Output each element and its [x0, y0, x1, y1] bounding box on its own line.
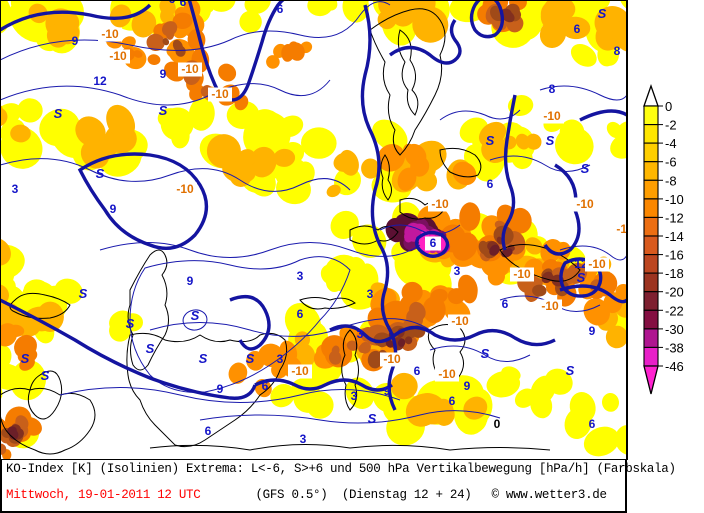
svg-text:S: S — [368, 411, 377, 426]
svg-text:-16: -16 — [665, 248, 684, 263]
svg-text:-10: -10 — [291, 364, 309, 378]
svg-text:-10: -10 — [541, 299, 559, 313]
svg-text:3: 3 — [277, 352, 284, 366]
svg-text:-10: -10 — [588, 257, 606, 271]
svg-text:8: 8 — [614, 44, 621, 58]
svg-text:-14: -14 — [665, 229, 684, 244]
svg-text:S: S — [79, 286, 88, 301]
svg-text:S: S — [199, 351, 208, 366]
svg-text:3: 3 — [454, 264, 461, 278]
svg-text:-10: -10 — [513, 267, 531, 281]
svg-text:6: 6 — [414, 364, 421, 378]
svg-text:9: 9 — [464, 379, 471, 393]
svg-text:9: 9 — [110, 202, 117, 216]
svg-text:-10: -10 — [211, 87, 229, 101]
svg-text:S: S — [581, 161, 590, 176]
svg-text:S: S — [126, 316, 135, 331]
svg-text:-10: -10 — [451, 314, 469, 328]
svg-text:-38: -38 — [665, 340, 684, 355]
svg-text:-22: -22 — [665, 303, 684, 318]
svg-text:9: 9 — [160, 67, 167, 81]
svg-text:6: 6 — [487, 177, 494, 191]
svg-text:-30: -30 — [665, 322, 684, 337]
svg-text:S: S — [577, 270, 586, 285]
svg-text:S: S — [146, 341, 155, 356]
svg-text:6: 6 — [297, 307, 304, 321]
svg-text:8: 8 — [549, 82, 556, 96]
svg-text:S: S — [246, 351, 255, 366]
svg-text:6: 6 — [589, 417, 596, 431]
svg-text:-10: -10 — [438, 367, 456, 381]
svg-text:-4: -4 — [665, 136, 677, 151]
svg-text:3: 3 — [12, 182, 19, 196]
svg-text:-6: -6 — [665, 155, 677, 170]
svg-text:-10: -10 — [109, 49, 127, 63]
svg-text:6: 6 — [262, 379, 269, 393]
svg-text:-46: -46 — [665, 359, 684, 374]
svg-text:-10: -10 — [181, 62, 199, 76]
svg-text:S: S — [486, 133, 495, 148]
svg-text:9: 9 — [72, 34, 79, 48]
svg-text:S: S — [159, 103, 168, 118]
svg-text:9: 9 — [217, 382, 224, 396]
svg-text:-10: -10 — [101, 27, 119, 41]
svg-text:-20: -20 — [665, 285, 684, 300]
svg-text:3: 3 — [367, 287, 374, 301]
svg-text:-2: -2 — [665, 118, 677, 133]
svg-text:3: 3 — [300, 432, 307, 446]
svg-text:6: 6 — [205, 424, 212, 438]
svg-text:6: 6 — [277, 2, 284, 16]
svg-text:S: S — [21, 351, 30, 366]
svg-text:3: 3 — [351, 389, 358, 403]
svg-text:-10: -10 — [431, 197, 449, 211]
svg-text:-12: -12 — [665, 210, 684, 225]
svg-text:9: 9 — [384, 384, 391, 398]
svg-text:9: 9 — [589, 324, 596, 338]
svg-text:-10: -10 — [576, 197, 594, 211]
svg-text:S: S — [191, 308, 200, 323]
svg-text:-10: -10 — [543, 109, 561, 123]
svg-text:12: 12 — [93, 74, 107, 88]
svg-text:6: 6 — [574, 22, 581, 36]
svg-text:S: S — [96, 166, 105, 181]
svg-text:6: 6 — [502, 297, 509, 311]
svg-text:6: 6 — [430, 236, 437, 250]
svg-text:S: S — [41, 368, 50, 383]
svg-text:3: 3 — [357, 327, 364, 341]
svg-text:S: S — [481, 346, 490, 361]
svg-text:S: S — [54, 106, 63, 121]
svg-text:-18: -18 — [665, 266, 684, 281]
svg-text:-10: -10 — [176, 182, 194, 196]
svg-text:S: S — [598, 6, 607, 21]
svg-text:-10: -10 — [665, 192, 684, 207]
svg-text:6: 6 — [449, 394, 456, 408]
svg-text:-8: -8 — [665, 173, 677, 188]
svg-text:-10: -10 — [383, 352, 401, 366]
svg-text:6: 6 — [180, 0, 187, 9]
svg-text:3: 3 — [297, 269, 304, 283]
svg-text:S: S — [546, 133, 555, 148]
svg-text:S: S — [566, 363, 575, 378]
svg-text:0: 0 — [665, 99, 672, 114]
svg-text:0: 0 — [494, 417, 501, 431]
svg-text:9: 9 — [187, 274, 194, 288]
